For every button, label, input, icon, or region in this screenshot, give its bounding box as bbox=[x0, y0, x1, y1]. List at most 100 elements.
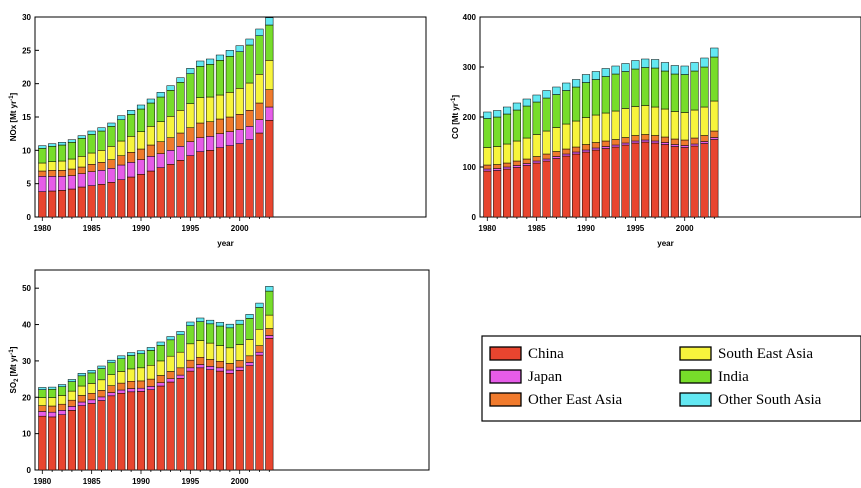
bar-segment-india-2002 bbox=[255, 307, 264, 330]
bar-segment-other-east-asia-1981 bbox=[493, 164, 502, 169]
bar-segment-other-east-asia-2001 bbox=[690, 137, 699, 145]
bar-segment-china-2002 bbox=[255, 132, 264, 218]
bar-segment-other-east-asia-1985 bbox=[87, 393, 96, 401]
x-tick-label: 1990 bbox=[577, 224, 595, 233]
bar-segment-china-2002 bbox=[700, 143, 709, 218]
bar-segment-south-east-asia-1995 bbox=[186, 103, 195, 128]
bar-segment-china-1984 bbox=[522, 165, 531, 218]
legend-swatch-india bbox=[679, 369, 712, 384]
bar-segment-other-east-asia-1998 bbox=[660, 136, 670, 143]
bar-segment-other-south-asia-1985 bbox=[87, 370, 96, 374]
bar-segment-china-1990 bbox=[136, 391, 146, 471]
bar-segment-india-1994 bbox=[176, 334, 185, 353]
bar-segment-other-south-asia-1990 bbox=[136, 350, 146, 354]
bar-segment-south-east-asia-1981 bbox=[48, 161, 57, 171]
bar-segment-india-1984 bbox=[522, 105, 531, 139]
y-tick-label: 100 bbox=[463, 163, 477, 172]
bar-segment-japan-1995 bbox=[186, 367, 195, 372]
bar-segment-india-1989 bbox=[127, 114, 136, 137]
bar-segment-south-east-asia-1995 bbox=[631, 106, 640, 136]
bar-segment-china-1998 bbox=[660, 144, 670, 218]
bar-segment-japan-1986 bbox=[97, 396, 106, 401]
bar-segment-india-1983 bbox=[67, 381, 76, 392]
bar-segment-india-1993 bbox=[166, 339, 175, 357]
y-tick-label: 40 bbox=[22, 321, 31, 330]
y-tick-label: 25 bbox=[22, 46, 31, 55]
bar-segment-other-south-asia-2002 bbox=[255, 28, 264, 36]
legend-swatch-south-east-asia bbox=[679, 346, 712, 361]
bar-segment-other-south-asia-1985 bbox=[532, 94, 541, 103]
bar-segment-china-1984 bbox=[77, 186, 86, 218]
bar-segment-china-1990 bbox=[136, 174, 146, 218]
bar-segment-other-south-asia-2001 bbox=[245, 314, 254, 319]
x-tick-label: 1990 bbox=[132, 224, 150, 233]
bar-segment-japan-2001 bbox=[245, 362, 254, 366]
y-axis-label: NOx [Mt yr-1] bbox=[9, 92, 18, 141]
bar-segment-china-2000 bbox=[235, 143, 244, 218]
y-tick-label: 0 bbox=[27, 466, 32, 475]
bar-segment-south-east-asia-1981 bbox=[493, 146, 502, 165]
bar-segment-japan-1986 bbox=[97, 170, 106, 185]
bar-segment-japan-1985 bbox=[87, 171, 96, 186]
bar-segment-south-east-asia-1994 bbox=[176, 351, 185, 369]
bar-segment-other-south-asia-1994 bbox=[621, 63, 630, 72]
bar-segment-china-1986 bbox=[97, 400, 106, 471]
bar-segment-japan-1995 bbox=[186, 141, 195, 156]
bar-segment-japan-1992 bbox=[156, 153, 165, 168]
bar-segment-other-south-asia-2002 bbox=[255, 302, 264, 308]
bar-segment-other-east-asia-2003 bbox=[265, 328, 274, 336]
bar-segment-india-1980 bbox=[483, 118, 492, 148]
bar-segment-south-east-asia-1987 bbox=[552, 127, 561, 152]
bar-segment-india-1981 bbox=[48, 146, 57, 162]
bar-segment-india-1987 bbox=[552, 94, 561, 128]
bar-segment-japan-1987 bbox=[552, 156, 561, 159]
bar-segment-japan-2003 bbox=[265, 335, 274, 339]
bar-segment-other-east-asia-1980 bbox=[483, 164, 492, 170]
x-tick-label: 1995 bbox=[181, 477, 199, 486]
bar-segment-japan-1985 bbox=[87, 399, 96, 404]
bar-segment-japan-1980 bbox=[38, 176, 47, 192]
legend-label-south-east-asia: South East Asia bbox=[718, 346, 813, 362]
bar-segment-china-1993 bbox=[166, 164, 175, 218]
y-axis-label-sup: -1 bbox=[451, 97, 457, 103]
bar-segment-south-east-asia-1983 bbox=[512, 140, 521, 162]
bar-segment-india-1981 bbox=[48, 389, 57, 398]
bar-segment-south-east-asia-1985 bbox=[87, 152, 96, 165]
bar-segment-china-1998 bbox=[215, 370, 225, 471]
bar-segment-china-1989 bbox=[127, 391, 136, 471]
bar-segment-japan-1997 bbox=[206, 366, 215, 370]
bar-segment-south-east-asia-2002 bbox=[255, 329, 264, 346]
bar-segment-india-1980 bbox=[38, 148, 47, 164]
bar-segment-india-2002 bbox=[255, 35, 264, 75]
x-tick-label: 2000 bbox=[676, 224, 694, 233]
bar-segment-japan-1981 bbox=[48, 176, 57, 192]
bar-segment-china-1999 bbox=[670, 146, 679, 218]
bar-segment-japan-1983 bbox=[67, 175, 76, 190]
bar-segment-china-1983 bbox=[67, 410, 76, 471]
bar-segment-japan-1993 bbox=[166, 378, 175, 383]
bar-segment-other-east-asia-1989 bbox=[127, 381, 136, 389]
bar-segment-india-1987 bbox=[107, 362, 116, 375]
bar-segment-other-south-asia-1988 bbox=[117, 355, 126, 359]
bar-segment-other-east-asia-1998 bbox=[215, 118, 225, 134]
bar-segment-other-south-asia-1990 bbox=[136, 104, 146, 110]
bar-segment-south-east-asia-1983 bbox=[67, 158, 76, 170]
bar-segment-japan-1996 bbox=[196, 137, 205, 152]
bar-segment-south-east-asia-2003 bbox=[265, 60, 274, 90]
bar-segment-china-1996 bbox=[641, 141, 650, 218]
bar-segment-china-1980 bbox=[483, 170, 492, 218]
bar-segment-south-east-asia-1993 bbox=[611, 110, 620, 140]
bar-segment-other-east-asia-1981 bbox=[48, 170, 57, 177]
bar-segment-china-1981 bbox=[493, 170, 502, 218]
bar-segment-japan-1980 bbox=[483, 168, 492, 172]
bar-segment-japan-1994 bbox=[176, 146, 185, 161]
bar-segment-other-south-asia-2003 bbox=[710, 47, 719, 58]
bar-segment-other-south-asia-1986 bbox=[97, 365, 106, 369]
bar-segment-india-1999 bbox=[225, 56, 234, 93]
bar-segment-india-1990 bbox=[136, 353, 146, 369]
bar-segment-india-1985 bbox=[87, 134, 96, 154]
legend-label-other-south-asia: Other South Asia bbox=[718, 392, 822, 408]
bar-segment-india-1998 bbox=[660, 70, 670, 110]
bar-segment-other-east-asia-1983 bbox=[67, 168, 76, 176]
